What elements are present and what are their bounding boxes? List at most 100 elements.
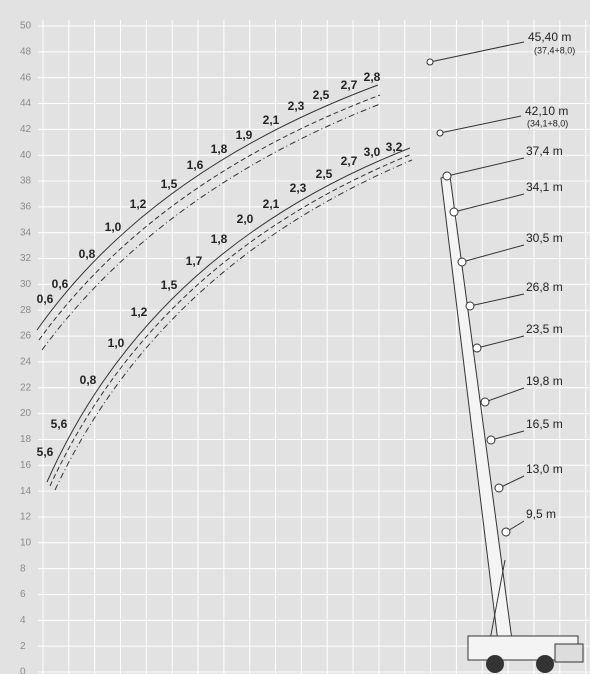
boom-label: 45,40 m	[528, 30, 571, 44]
y-tick-label: 42	[20, 124, 32, 135]
boom-head	[480, 397, 490, 407]
y-tick-label: 6	[20, 589, 26, 600]
leader-line	[446, 157, 525, 177]
boom	[440, 175, 513, 643]
y-tick-label: 32	[20, 253, 32, 264]
curves	[36, 84, 413, 491]
y-tick-label: 4	[20, 615, 26, 626]
load-label: 2,7	[341, 154, 358, 168]
y-tick-label: 30	[20, 279, 32, 290]
load-label: 1,6	[187, 158, 204, 172]
load-label: 1,5	[161, 278, 178, 292]
grid: 0246810121416182022242628303234363840424…	[20, 20, 590, 674]
y-tick-label: 16	[20, 460, 32, 471]
leader-line	[498, 475, 525, 489]
load-label: 2,3	[290, 181, 307, 195]
load-label: 5,6	[51, 417, 68, 431]
leader-line	[469, 293, 525, 307]
y-tick-label: 22	[20, 382, 32, 393]
boom-length: 16,5 m	[526, 417, 563, 431]
boom-label: 42,10 m	[525, 104, 568, 118]
wheel	[536, 655, 554, 673]
leader-line	[429, 41, 525, 63]
load-label: 0,6	[52, 277, 69, 291]
load-label: 2,3	[288, 99, 305, 113]
boom-cable	[489, 559, 506, 641]
curve-dashdot	[41, 103, 381, 351]
curve-solid	[46, 147, 411, 483]
load-label: 2,8	[364, 70, 381, 84]
load-label: 1,8	[211, 232, 228, 246]
load-label: 2,5	[316, 167, 333, 181]
y-tick-label: 24	[20, 357, 32, 368]
leader-line	[476, 335, 525, 349]
boom-detail: (37,4+8,0)	[534, 45, 575, 55]
crane	[440, 175, 584, 673]
y-tick-label: 38	[20, 176, 32, 187]
boom-length: 37,4 m	[526, 144, 563, 158]
y-tick-label: 40	[20, 150, 32, 161]
y-tick-label: 50	[20, 21, 32, 32]
boom-length: 34,1 m	[526, 180, 563, 194]
curve-solid	[36, 84, 379, 331]
cab	[554, 643, 584, 663]
y-tick-label: 48	[20, 46, 32, 57]
load-label: 0,8	[79, 247, 96, 261]
load-label: 1,0	[105, 220, 122, 234]
boom-head	[501, 527, 511, 537]
boom-length: 30,5 m	[526, 231, 563, 245]
load-label: 1,2	[130, 197, 147, 211]
leader-line	[439, 115, 522, 134]
y-tick-label: 26	[20, 331, 32, 342]
y-tick-label: 28	[20, 305, 32, 316]
load-label: 1,2	[131, 305, 148, 319]
load-label: 0,8	[80, 373, 97, 387]
y-tick-label: 12	[20, 512, 32, 523]
y-tick-label: 46	[20, 72, 32, 83]
load-label: 1,9	[236, 128, 253, 142]
labels: 0,60,6 0,8 1,0 1,2 1,5 1,6 1,8 1,9 2,1 2,3 2,5 2,7 2…	[37, 30, 575, 537]
y-tick-label: 2	[20, 641, 26, 652]
leader-line	[490, 430, 525, 441]
boom-detail: (34,1+8,0)	[527, 118, 568, 128]
y-tick-label: 14	[20, 486, 32, 497]
y-tick-label: 20	[20, 408, 32, 419]
load-label: 0,6	[37, 292, 54, 306]
load-label: 3,0	[364, 145, 381, 159]
load-label: 1,5	[161, 177, 178, 191]
load-label: 2,0	[237, 212, 254, 226]
load-label: 5,6	[37, 445, 54, 459]
load-label: 3,2	[386, 140, 403, 154]
y-tick-label: 44	[20, 98, 32, 109]
boom-length: 26,8 m	[526, 280, 563, 294]
boom-length: 19,8 m	[526, 374, 563, 388]
jib-head	[436, 129, 444, 137]
y-tick-label: 10	[20, 537, 32, 548]
boom-length: 23,5 m	[526, 322, 563, 336]
load-label: 1,7	[186, 254, 203, 268]
y-tick-label: 8	[20, 563, 26, 574]
boom-length: 9,5 m	[526, 507, 556, 521]
boom-head	[465, 301, 475, 311]
curve-dashed	[49, 153, 413, 487]
boom-head	[457, 257, 467, 267]
load-label: 2,1	[263, 113, 280, 127]
leader-line	[453, 193, 525, 213]
wheel	[486, 655, 504, 673]
curve-dashdot	[54, 159, 413, 491]
leader-line	[484, 387, 525, 403]
load-label: 2,7	[341, 78, 358, 92]
y-tick-label: 0	[20, 667, 26, 674]
load-label: 2,1	[263, 197, 280, 211]
boom-head	[486, 435, 496, 445]
boom-length: 13,0 m	[526, 462, 563, 476]
load-label: 1,8	[211, 142, 228, 156]
y-tick-label: 36	[20, 202, 32, 213]
boom-head	[442, 171, 452, 181]
curve-dashed	[38, 94, 381, 341]
y-tick-label: 34	[20, 227, 32, 238]
jib-head	[426, 58, 434, 66]
boom-head	[449, 207, 459, 217]
load-label: 2,5	[313, 88, 330, 102]
